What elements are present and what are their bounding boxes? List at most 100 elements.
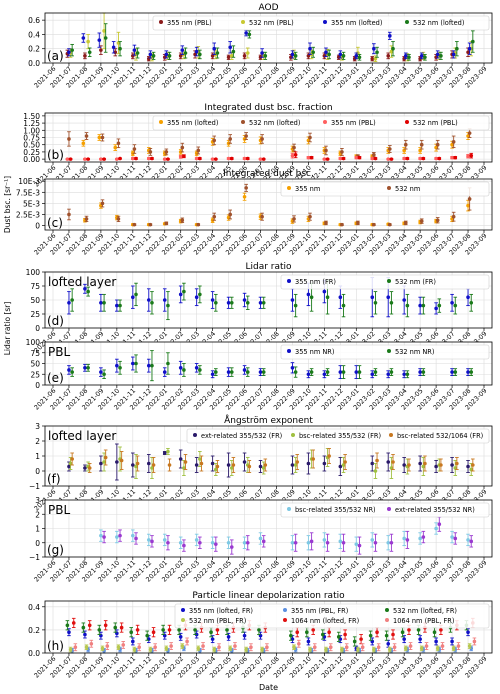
- data-point: [194, 538, 199, 542]
- data-point: [389, 370, 394, 374]
- data-point: [70, 298, 74, 302]
- data-point: [209, 630, 213, 634]
- data-point: [305, 630, 309, 634]
- data-point: [467, 131, 472, 135]
- data-point: [81, 141, 86, 146]
- data-point: [372, 222, 376, 227]
- data-point: [183, 51, 188, 55]
- data-point: [402, 536, 406, 541]
- data-point: [180, 218, 185, 223]
- data-point: [244, 647, 248, 652]
- data-point: [182, 154, 186, 159]
- legend: bsc-related 355/532 NR) ext-related 355/5…: [280, 502, 490, 518]
- data-point: [373, 540, 378, 545]
- legend-label: 355 nm: [295, 185, 320, 193]
- data-point: [261, 539, 266, 544]
- data-point: [391, 460, 395, 464]
- legend-marker: [287, 186, 291, 190]
- data-point: [402, 298, 406, 302]
- panel-d: 02550751002021-062021-072021-082021-0920…: [26, 262, 493, 355]
- panel-title: Ångström exponent: [224, 414, 313, 426]
- data-point: [306, 155, 311, 160]
- data-point: [295, 630, 300, 634]
- legend-label: 355 nm (PBL): [167, 19, 212, 27]
- axes-frame: [44, 178, 493, 231]
- y-tick-label: 2.5E-3: [16, 210, 40, 219]
- data-point: [375, 50, 379, 55]
- data-point: [193, 628, 197, 632]
- y-axis-label-dust-bsc: Dust bsc. [sr⁻¹]: [3, 176, 12, 233]
- data-point: [247, 464, 252, 469]
- data-point: [210, 372, 215, 377]
- data-point: [67, 630, 71, 634]
- data-point: [135, 51, 140, 55]
- data-point: [150, 466, 154, 470]
- data-point: [370, 538, 375, 542]
- data-point: [467, 644, 472, 648]
- data-point: [229, 301, 234, 305]
- data-point: [178, 635, 183, 639]
- data-point: [466, 630, 470, 634]
- data-point: [325, 540, 330, 545]
- data-point: [389, 157, 394, 161]
- data-point: [309, 295, 314, 300]
- series-532-nm-pbl-fr-: [68, 643, 472, 653]
- data-point: [99, 301, 103, 305]
- data-point: [135, 461, 140, 466]
- y-tick-label: 0.2: [28, 45, 40, 54]
- data-point: [134, 292, 138, 297]
- legend-marker: [181, 608, 185, 612]
- data-point: [214, 301, 218, 305]
- y-tick-label: 1: [35, 525, 40, 534]
- data-point: [83, 466, 87, 470]
- data-point: [418, 303, 422, 308]
- legend-marker: [323, 120, 327, 124]
- legend-label: bsc-related 355/532 NR): [295, 506, 376, 514]
- legend-label: 1064 nm (PBL, FR): [393, 617, 454, 625]
- data-point: [226, 370, 231, 374]
- data-point: [113, 145, 118, 150]
- legend-marker: [193, 433, 197, 437]
- legend-label: 355 nm (lofted, FR): [189, 607, 253, 615]
- data-point: [100, 646, 105, 651]
- data-point: [386, 641, 391, 646]
- data-point: [118, 156, 122, 161]
- data-point: [344, 645, 349, 650]
- data-point: [115, 157, 119, 161]
- data-point: [338, 370, 343, 374]
- data-point: [293, 54, 298, 58]
- data-point: [100, 135, 105, 140]
- legend-marker: [283, 618, 287, 622]
- data-point: [180, 145, 185, 150]
- data-point: [265, 645, 269, 650]
- y-tick-label: 0.0: [28, 59, 40, 68]
- legend-label: 532 nm (PBL, FR): [189, 617, 246, 625]
- data-point: [151, 630, 156, 634]
- panel-letter: (c): [47, 216, 63, 230]
- legend-label: 355 nm (PBL): [331, 119, 376, 127]
- data-point: [134, 361, 138, 366]
- y-tick-label: 3: [35, 496, 40, 505]
- data-point: [244, 186, 248, 190]
- legend-marker: [387, 186, 391, 190]
- data-point: [403, 221, 408, 225]
- data-point: [451, 646, 456, 651]
- data-point: [322, 538, 327, 542]
- data-point: [306, 540, 311, 545]
- legend: 355 nm NR) 532 nm NR): [280, 344, 490, 360]
- data-point: [131, 639, 135, 644]
- data-point: [320, 632, 325, 637]
- data-point: [134, 536, 138, 541]
- data-point: [357, 370, 362, 374]
- data-point: [437, 522, 442, 527]
- data-point: [242, 194, 247, 199]
- data-point: [421, 370, 426, 374]
- series-355-nm-lofted-: [67, 29, 472, 60]
- data-point: [102, 301, 106, 305]
- legend-label: 355 nm (PBL, FR): [291, 607, 348, 615]
- legend-marker: [241, 120, 245, 124]
- data-point: [388, 147, 392, 151]
- data-point: [97, 628, 102, 632]
- data-point: [228, 137, 232, 141]
- panel-letter: (e): [47, 371, 64, 385]
